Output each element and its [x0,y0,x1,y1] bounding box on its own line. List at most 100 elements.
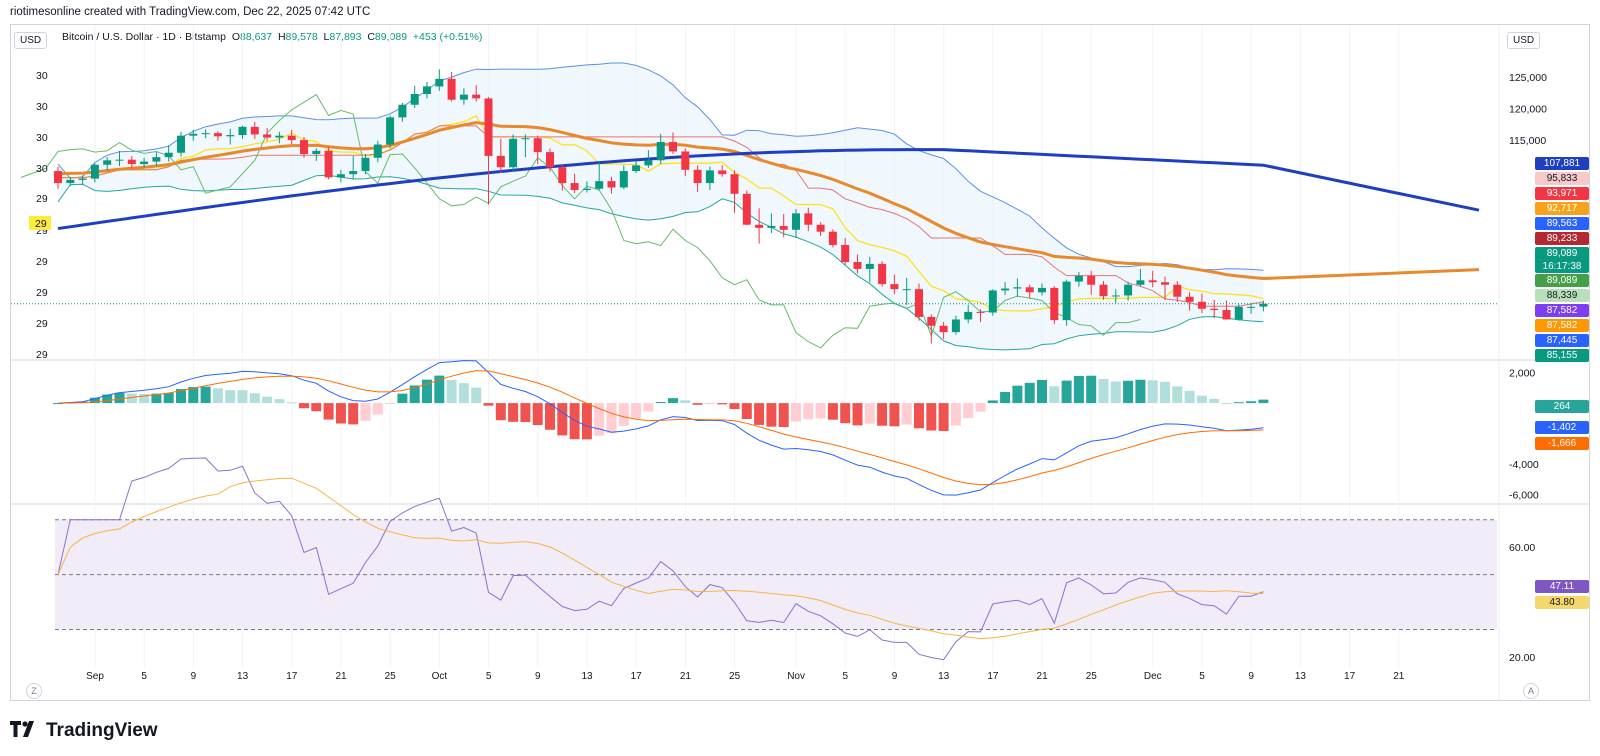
rsi-ma-line [57,477,1264,640]
candle-body [496,155,505,168]
candle-body [693,169,702,184]
macd-histogram-bar [1147,380,1158,404]
macd-histogram-bar [1160,381,1170,404]
macd-histogram-bar [778,403,789,428]
macd-badge: 264 [1535,400,1589,413]
macd-histogram-bar [286,402,297,404]
macd-histogram-bar [1135,379,1146,404]
candle-body [742,193,751,225]
candle-body [779,226,788,230]
candle-body [484,98,493,156]
close-value: 89,089 [374,31,408,43]
x-tick-label: 13 [581,671,593,682]
macd-histogram-bar [151,393,162,404]
macd-histogram-bar [741,403,752,420]
macd-histogram-bar [249,393,260,404]
x-tick-label: 9 [535,671,541,682]
macd-histogram-bar [372,403,383,415]
macd-histogram-bar [1037,379,1047,404]
macd-histogram-bar [385,403,396,405]
candle-body [1013,287,1022,289]
candle-body [373,144,382,158]
candle-body [1185,296,1194,302]
candle-body [312,150,321,154]
macd-histogram-bar [1233,402,1244,404]
macd-histogram-bar [717,403,728,405]
macd-histogram-bar [729,403,740,410]
bollinger-upper-line [57,62,1264,271]
candle-body [103,160,112,165]
x-tick-label: 21 [335,671,347,682]
macd-histogram-bar [1086,375,1097,404]
candle-body [386,117,395,145]
candle-body [1074,275,1083,282]
candle-body [140,161,149,165]
macd-histogram-bar [360,403,371,421]
macd-histogram-bar [852,403,863,426]
macd-histogram-bar [102,394,113,404]
macd-histogram-bar [803,403,814,420]
macd-histogram-bar [1000,391,1011,404]
candle-body [558,167,567,184]
candle-body [1136,280,1145,285]
candle-body [1247,306,1256,308]
candle-body [189,133,198,136]
macd-histogram-bar [163,392,174,404]
bollinger-band-fill [58,63,1264,350]
macd-histogram-bar [335,403,346,424]
macd-histogram-bar [114,392,125,404]
price-badge-countdown: 16:17:38 [1542,261,1582,272]
auto-scale-button[interactable]: A [1523,683,1539,699]
macd-histogram-bar [508,403,519,422]
left-axis-marker-label: 29 [35,218,47,230]
macd-histogram-bar [139,393,150,404]
candle-body [410,94,419,105]
candle-body [669,142,677,152]
candle-body [767,226,776,228]
left-axis-label: 29 [36,287,48,299]
macd-histogram-bar [1209,398,1220,404]
change-value: +453 (+0.51%) [412,31,483,43]
price-badge: 85,155 [1535,349,1589,362]
candle-body [718,170,727,175]
candle-body [177,135,185,153]
candle-body [1001,288,1010,291]
x-tick-label: 17 [631,671,643,682]
zoom-icon[interactable]: Z [26,683,42,699]
price-badge: 89,563 [1535,217,1589,230]
macd-histogram-bar [704,403,715,405]
high-value: 89,578 [285,31,318,43]
macd-histogram-bar [938,403,949,432]
candle-body [447,78,456,100]
x-tick-label: 5 [486,671,492,682]
x-tick-label: 25 [729,671,741,682]
currency-button-left[interactable]: USD [14,32,48,49]
macd-histogram-bar [864,403,875,424]
candle-body [238,126,247,136]
candle-body [1025,287,1034,293]
currency-button-right[interactable]: USD [1507,32,1541,49]
price-badge: 107,881 [1535,157,1589,170]
candle-body [582,188,591,190]
left-axis-label: 30 [36,70,48,82]
macd-histogram-bar [422,379,432,404]
macd-histogram-bar [458,383,469,404]
candle-body [865,263,874,269]
macd-histogram-bar [827,403,838,420]
candle-body [632,165,641,172]
x-tick-label: 13 [938,671,950,682]
macd-histogram-bar [1172,386,1183,404]
candle-body [1173,284,1182,297]
macd-histogram-bar [471,387,482,404]
macd-histogram-bar [569,403,580,440]
macd-histogram-bar [581,403,592,440]
macd-histogram-bar [557,403,568,436]
macd-histogram-bar [692,403,703,405]
open-value: 88,637 [239,31,273,43]
x-tick-label: 17 [286,671,298,682]
price-axis-label: 125,000 [1509,72,1547,84]
macd-histogram-bar [274,399,285,404]
x-tick-label: Oct [432,671,448,682]
macd-histogram-bar [176,389,186,404]
